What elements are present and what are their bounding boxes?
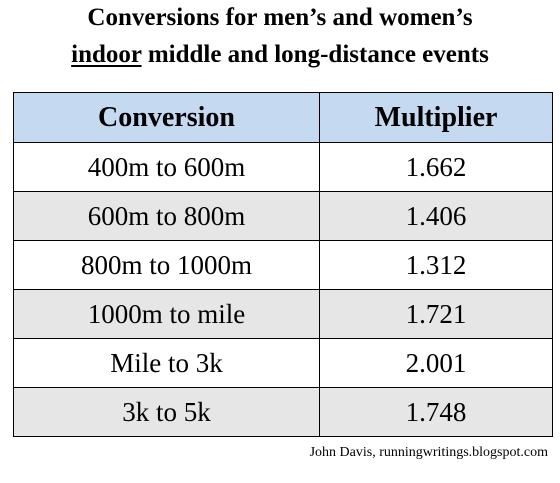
credit-text: John Davis, runningwritings.blogspot.com (309, 445, 548, 460)
conversion-cell: 3k to 5k (13, 387, 320, 437)
column-header-multiplier: Multiplier (319, 92, 553, 143)
table-header-row: Conversion Multiplier (13, 92, 553, 143)
multiplier-cell: 1.721 (319, 289, 553, 339)
table-row: 400m to 600m 1.662 (13, 142, 553, 192)
conversion-cell: 400m to 600m (13, 142, 320, 192)
multiplier-cell: 1.662 (319, 142, 553, 192)
table-row: 600m to 800m 1.406 (13, 191, 553, 241)
title-rest: middle and long-distance events (141, 41, 489, 68)
conversion-cell: 600m to 800m (13, 191, 320, 241)
column-header-conversion: Conversion (13, 92, 320, 143)
multiplier-cell: 1.748 (319, 387, 553, 437)
page-title: Conversions for men’s and women’s (87, 4, 473, 31)
title-emphasis: indoor (71, 41, 142, 68)
table-row: 1000m to mile 1.721 (13, 289, 553, 339)
table-row: Mile to 3k 2.001 (13, 338, 553, 388)
table-row: 800m to 1000m 1.312 (13, 240, 553, 290)
multiplier-cell: 1.406 (319, 191, 553, 241)
conversion-cell: Mile to 3k (13, 338, 320, 388)
table-row: 3k to 5k 1.748 (13, 387, 553, 437)
multiplier-cell: 1.312 (319, 240, 553, 290)
conversion-cell: 800m to 1000m (13, 240, 320, 290)
conversion-table: Conversion Multiplier 400m to 600m 1.662… (13, 92, 553, 437)
page-subtitle: indoor middle and long-distance events (0, 40, 560, 70)
conversion-cell: 1000m to mile (13, 289, 320, 339)
multiplier-cell: 2.001 (319, 338, 553, 388)
